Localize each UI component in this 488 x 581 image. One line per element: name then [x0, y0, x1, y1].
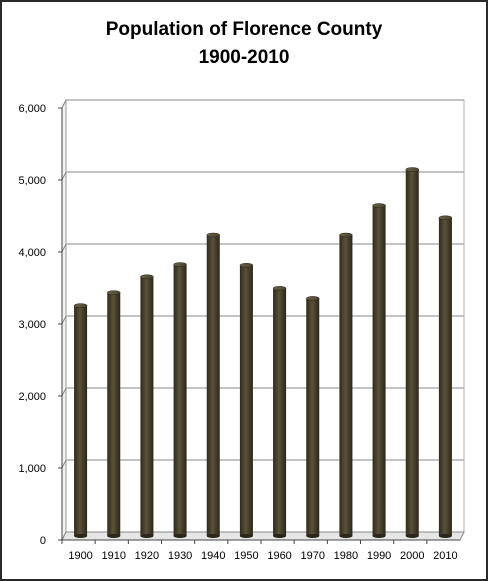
bar-cap: [372, 203, 386, 208]
x-tick-label: 1990: [367, 550, 391, 562]
x-tick-label: 1970: [301, 550, 325, 562]
bar-cap: [173, 262, 187, 267]
bar: [405, 167, 419, 538]
y-tick-label: 3,000: [18, 319, 46, 331]
x-tick-label: 2000: [400, 550, 424, 562]
bar: [206, 232, 220, 538]
bar: [372, 203, 386, 538]
bar-body: [339, 235, 353, 537]
bar-body: [438, 217, 452, 536]
bar-base: [372, 534, 386, 538]
bar-base: [206, 534, 220, 538]
y-tick-label: 2,000: [18, 391, 46, 403]
bar-cap: [107, 290, 121, 295]
bar-base: [140, 534, 154, 538]
x-tick-label: 2010: [433, 550, 457, 562]
bar-cap: [438, 215, 453, 221]
bar-cap: [272, 286, 287, 291]
bar: [438, 215, 453, 538]
bar-body: [405, 169, 419, 536]
bar-body: [140, 276, 154, 536]
bar-body: [107, 292, 121, 536]
bar-base: [74, 534, 88, 538]
bar: [272, 286, 287, 538]
plot-floor: [61, 531, 465, 541]
bar: [239, 263, 254, 538]
x-tick-label: 1940: [201, 550, 225, 562]
bar: [173, 262, 187, 538]
bar-base: [273, 534, 287, 538]
x-tick-label: 1920: [135, 550, 159, 562]
bar-base: [438, 534, 452, 538]
bar-cap: [306, 296, 320, 301]
bar: [73, 303, 88, 538]
y-tick-label: 1,000: [18, 463, 46, 475]
x-tick-label: 1950: [234, 550, 258, 562]
chart-subtitle: 1900-2010: [198, 47, 290, 68]
bar-cap: [339, 232, 353, 238]
x-tick-label: 1910: [102, 550, 126, 562]
gridline-side: [61, 99, 67, 109]
bar-base: [306, 534, 320, 538]
bar: [339, 232, 353, 538]
gridline-side: [61, 171, 67, 181]
y-tick-label: 0: [40, 535, 46, 547]
grid-layer: [61, 99, 465, 541]
bar-cap: [73, 303, 88, 308]
bar-body: [273, 288, 287, 536]
bar-cap: [140, 274, 154, 280]
gridline-side: [61, 243, 67, 253]
bar-layer: [73, 167, 453, 538]
gridline-side: [61, 459, 67, 469]
bar-body: [306, 298, 320, 536]
y-tick-label: 5,000: [18, 175, 46, 187]
bar-base: [239, 534, 253, 538]
bar-cap: [239, 263, 254, 268]
chart-title: Population of Florence County: [105, 19, 383, 40]
x-tick-label: 1930: [168, 550, 192, 562]
bar: [306, 296, 320, 538]
gridline-side: [61, 387, 67, 397]
bar-cap: [206, 232, 220, 238]
axis-layer: 0 1,000 2,000 3,000 4,000 5,000 6,000 1900 1910 1…: [18, 103, 460, 562]
x-tick-label: 1980: [334, 550, 358, 562]
bar-body: [206, 235, 220, 537]
bar-body: [239, 265, 253, 536]
gridline-side: [61, 315, 67, 325]
x-tick-label: 1900: [68, 550, 92, 562]
bar-body: [74, 305, 88, 536]
bar-base: [339, 534, 353, 538]
bar: [107, 290, 121, 538]
bar-base: [405, 534, 419, 538]
bar-body: [173, 264, 187, 536]
bar-body: [372, 205, 386, 536]
bar-base: [173, 534, 187, 538]
bar-cap: [405, 167, 419, 172]
y-tick-label: 6,000: [18, 103, 46, 115]
bar-base: [107, 534, 121, 538]
x-tick-label: 1960: [267, 550, 291, 562]
y-tick-label: 4,000: [18, 247, 46, 259]
bar: [140, 274, 154, 538]
